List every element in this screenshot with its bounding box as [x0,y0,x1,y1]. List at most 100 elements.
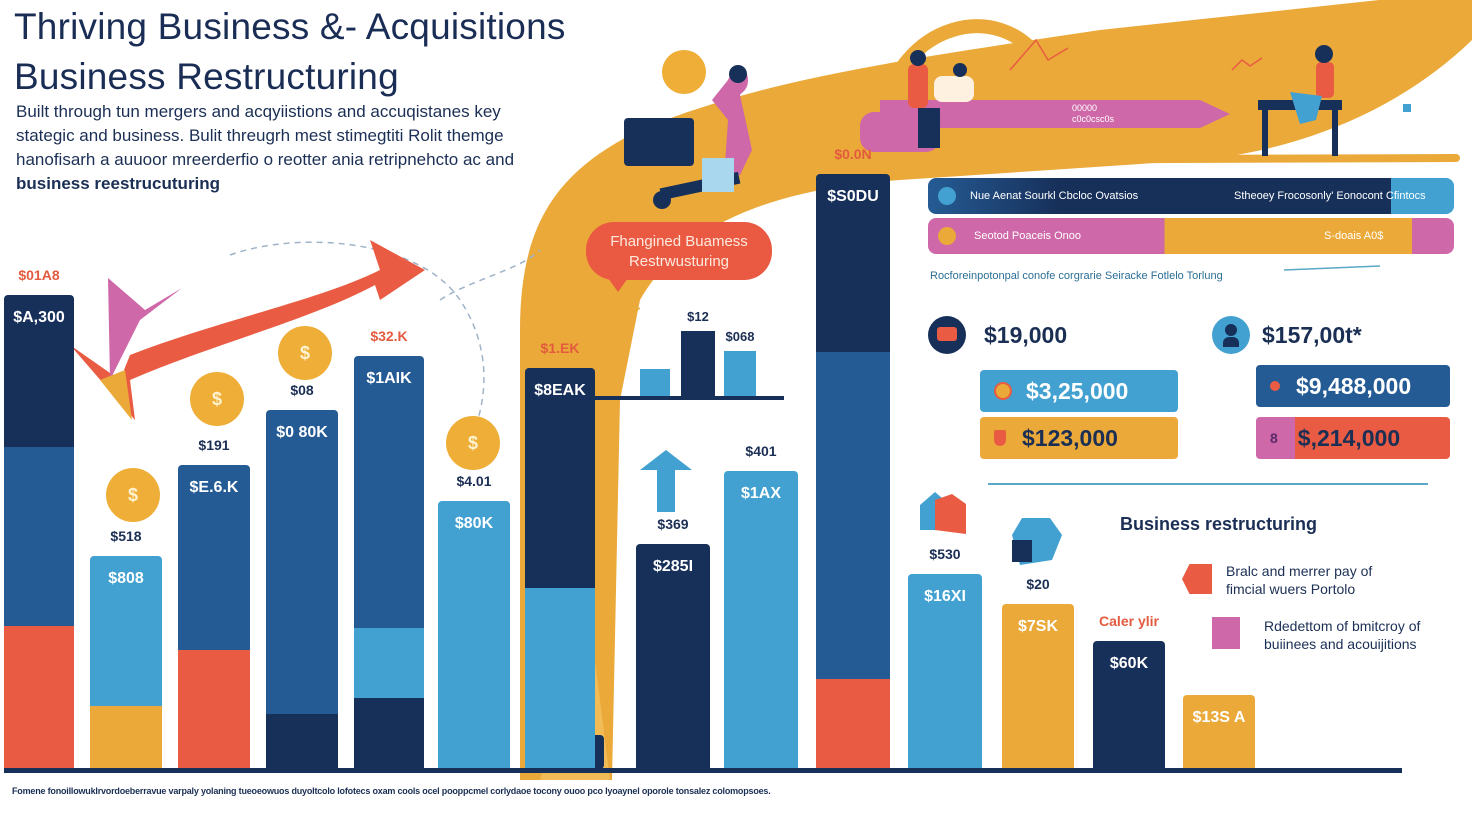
bar-12-segment-1 [1002,604,1074,768]
legend-item-2-line-1: Rdedettom of bmitcroy of [1264,618,1421,634]
cart-wheel [653,191,671,209]
stat-left-headline: $19,000 [984,322,1068,348]
gold-trend-arrow [100,370,132,420]
bar-6: $80K [438,501,510,768]
bar-3-segment-1 [178,649,250,768]
stat-card-left-2-value: $123,000 [1022,424,1118,451]
coin-bubble-icon [662,50,706,94]
bar-value-label: $16XI [924,588,966,606]
stat-card-right-1-value: $9,488,000 [1296,372,1412,399]
bar-2-segment-2 [90,555,162,707]
callout-line-2: Restrwusturing [628,253,730,270]
bar-top-label: $08 [290,382,314,399]
bar-value-label: $0 80K [276,424,328,442]
dashed-trend-line [229,241,485,441]
bar-value-label: $E.6.K [189,479,239,496]
money-bag-icon: $ [106,468,160,522]
bar-value-label: $285I [652,557,694,575]
footnote: Fomene fonoillowuklrvordoeberravue varpa… [12,786,771,796]
money-bag-icon: $ [278,326,332,380]
bar-value-label: $7SK [1017,618,1059,636]
subtitle: Built through tun mergers and acqyiistio… [16,100,576,196]
bar-9-segment-1 [724,471,798,768]
x-axis-line-left [4,768,1402,773]
bar-value-label: $808 [108,569,144,587]
mini-chart-connector [584,307,641,341]
dashed-trend-line-2 [439,249,541,301]
ribbon-1-right-text: Stheoey Frocosonly' Eonocont Cfintocs [1234,190,1426,202]
bar-5-segment-3 [354,355,424,628]
bar-value-label: $1AIK [366,369,412,387]
bar-value-label: $13S A [1192,709,1246,727]
bar-top-label: $01A8 [18,267,60,284]
shirt-icon-dark [1012,540,1032,562]
handshake-avatar-icon [928,316,966,354]
title-line-2: Business Restructuring [14,56,399,97]
bar-value-label: $80K [454,515,494,533]
bar-4: $0 80K [266,410,338,768]
bar-top-label: $0.0N [834,146,872,163]
flower-icon [938,227,956,245]
bar-3: $E.6.K [178,465,250,768]
top-banner-line-2: c0c0csc0s [1072,114,1115,124]
mini-bar-1 [640,369,670,396]
bar-6-segment-1 [438,501,510,768]
bar-top-label: $518 [110,527,142,544]
subtitle-line: Built through tun mergers and acqyiistio… [16,102,501,121]
info-ribbon-2: Seotod Poaceis Onoo S-doais A0$ [928,218,1454,254]
bar-top-label: $530 [929,546,961,563]
subtitle-line: hanofisarh a auuoor mreerderfio o reotte… [16,150,515,169]
bar-top-label: $20 [1026,576,1050,593]
bar-top-label: $369 [657,515,689,532]
bar-4-segment-2 [266,410,338,715]
gold-swoosh-arc [873,19,1046,122]
mini-bar-2 [681,331,715,396]
person-seated-1-legs [918,108,940,148]
stat-card-right-2: 8 $,214,000 [1256,417,1450,459]
stat-card-left-2: $123,000 [980,417,1178,459]
person-seated-1-head [910,50,926,66]
coin-icon [994,382,1012,400]
money-bag-icon: $ [446,416,500,470]
shield-icon [994,430,1006,446]
bar-1-segment-1 [4,626,74,768]
bar-14: $13S A [1183,695,1255,768]
info-ribbon-1: Nue Aenat Sourkl Cbcloc Ovatsios Stheoey… [928,178,1454,214]
bar-7-segment-1 [525,588,595,768]
bar-top-label: $1.EK [540,340,580,357]
caption-underline [1283,265,1381,271]
bar-value-label: $8EAK [534,382,586,400]
bar-1: $A,300 [4,295,74,768]
person-figure-pink [712,68,752,178]
bar-value-label: $1AX [740,485,782,503]
mini-line-chart-2 [1231,57,1263,71]
bar-1-segment-3 [4,295,74,447]
bar-7-segment-2 [525,368,595,589]
up-arrow-icon [640,450,692,512]
bar-10-segment-2 [816,352,890,679]
bar-11: $16XI [908,574,982,768]
money-bag-icon: $ [190,372,244,426]
bar-top-label: Caler ylir [1099,612,1159,629]
ribbon-2-right-text: S-doais A0$ [1324,230,1384,242]
tag-icon [1182,564,1212,594]
building-icon-red [935,494,966,534]
bar-13-segment-1 [1093,640,1165,768]
stat-card-left-1-value: $3,25,000 [1026,377,1129,404]
bar-14-segment-1 [1183,695,1255,768]
desk-leg-left [1262,108,1268,156]
bar-12: $7SK [1002,604,1074,768]
bar-value-label: $S0DU [827,188,879,206]
bar-9: $1AX [724,471,798,768]
person-seated-2-head [953,63,967,77]
bar-value-label: $60K [1109,654,1149,672]
subtitle-line: business reestrucuturing [16,174,221,193]
bar-value-label: $A,300 [13,309,65,327]
pink-banner-tip [1200,100,1230,128]
bar-10: $S0DU [816,174,890,768]
bar-top-label: $4.01 [456,473,492,490]
ribbon-2-left-text: Seotod Poaceis Onoo [974,230,1082,242]
person-head [729,65,747,83]
ribbon-caption: Rocforeinpotonpal conofe corgrarie Seira… [930,270,1223,282]
